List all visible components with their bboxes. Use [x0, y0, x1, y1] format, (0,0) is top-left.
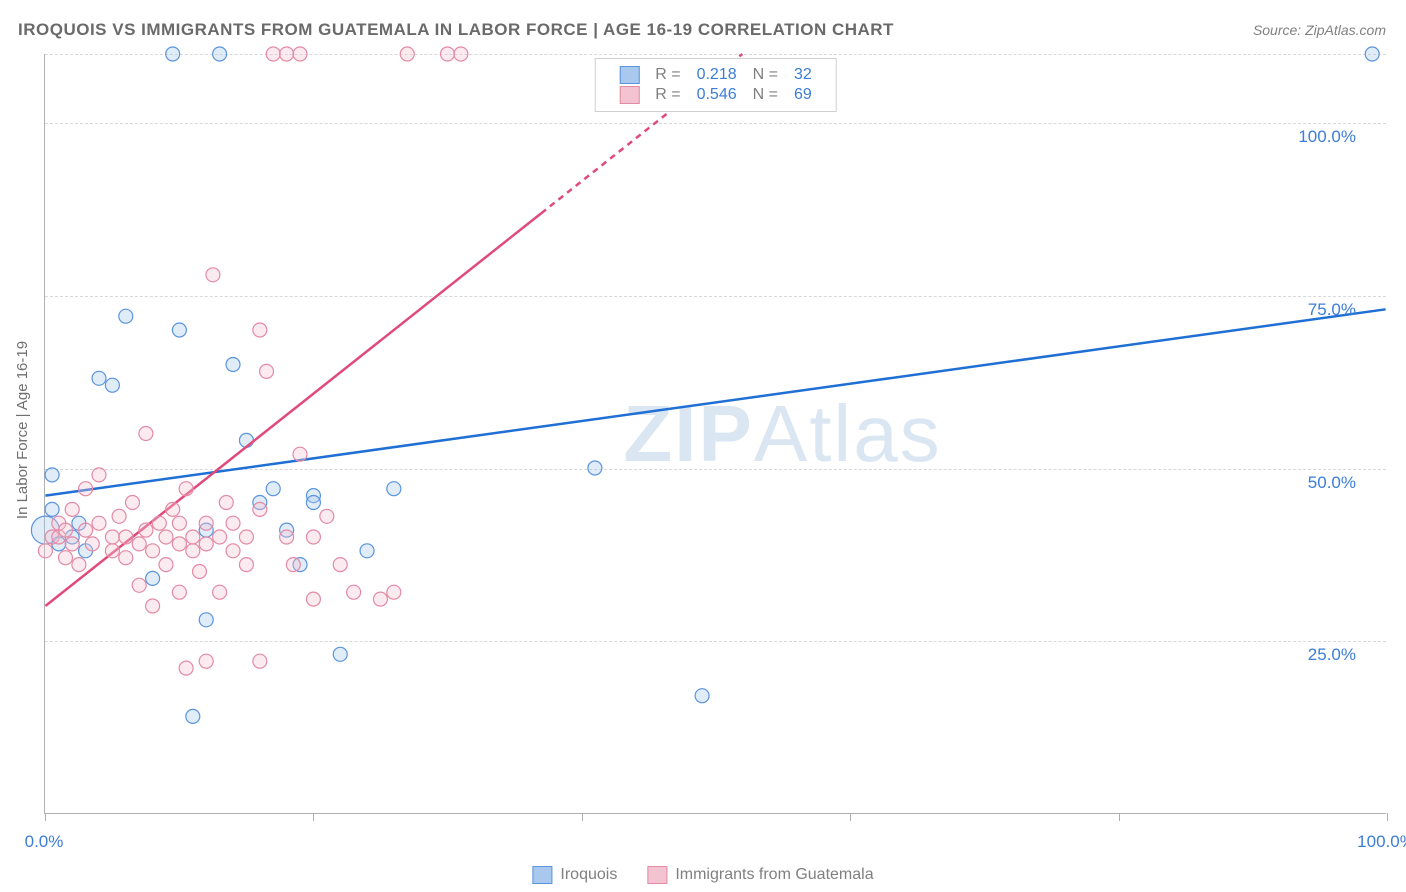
legend-r-label: R = [647, 85, 688, 105]
y-tick-label: 50.0% [1308, 473, 1356, 493]
legend-swatch-bottom-1 [647, 866, 667, 884]
legend-row-series-1: R = 0.546 N = 69 [611, 85, 820, 105]
y-tick-label: 75.0% [1308, 300, 1356, 320]
legend-r-value-0: 0.218 [689, 65, 745, 85]
plot-area: ZIPAtlas R = 0.218 N = 32 R = 0.546 N = … [44, 54, 1386, 814]
chart-container: IROQUOIS VS IMMIGRANTS FROM GUATEMALA IN… [0, 0, 1406, 892]
x-tick [850, 813, 851, 821]
y-tick-label: 100.0% [1298, 127, 1356, 147]
legend-row-series-0: R = 0.218 N = 32 [611, 65, 820, 85]
x-tick-label: 100.0% [1357, 832, 1406, 852]
legend-series-0-label: Iroquois [560, 866, 617, 884]
legend-swatch-bottom-0 [532, 866, 552, 884]
legend-n-value-0: 32 [786, 65, 820, 85]
source-label: Source: ZipAtlas.com [1253, 22, 1386, 38]
legend-swatch-series-0 [619, 66, 639, 84]
legend-n-value-1: 69 [786, 85, 820, 105]
x-tick [45, 813, 46, 821]
legend-series-1-label: Immigrants from Guatemala [675, 866, 873, 884]
x-tick-label: 0.0% [25, 832, 64, 852]
legend-n-label: N = [745, 85, 786, 105]
scatter-svg [45, 54, 1386, 813]
legend-correlation: R = 0.218 N = 32 R = 0.546 N = 69 [594, 58, 837, 112]
y-axis-title: In Labor Force | Age 16-19 [14, 341, 31, 519]
legend-r-value-1: 0.546 [689, 85, 745, 105]
chart-title: IROQUOIS VS IMMIGRANTS FROM GUATEMALA IN… [18, 20, 894, 40]
legend-n-label: N = [745, 65, 786, 85]
legend-series: Iroquois Immigrants from Guatemala [532, 866, 873, 884]
legend-r-label: R = [647, 65, 688, 85]
legend-swatch-series-1 [619, 86, 639, 104]
legend-item-series-0: Iroquois [532, 866, 617, 884]
x-tick [1387, 813, 1388, 821]
legend-item-series-1: Immigrants from Guatemala [647, 866, 873, 884]
y-tick-label: 25.0% [1308, 645, 1356, 665]
x-tick [582, 813, 583, 821]
x-tick [313, 813, 314, 821]
x-tick [1119, 813, 1120, 821]
